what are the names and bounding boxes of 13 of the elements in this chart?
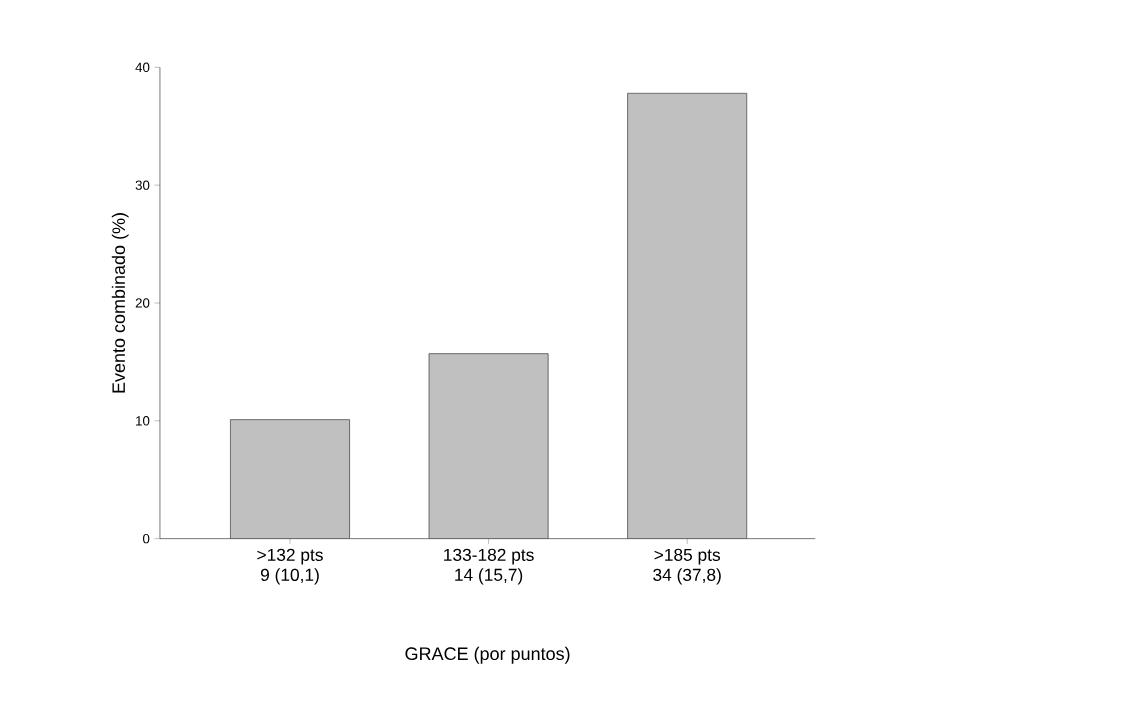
x-tick-label: >132 pts 9 (10,1) bbox=[257, 548, 323, 585]
y-tick-label: 30 bbox=[135, 180, 150, 190]
y-tick-label: 20 bbox=[135, 298, 150, 308]
x-tick-label: 133-182 pts 14 (15,7) bbox=[444, 548, 534, 585]
y-axis-title: Evento combinado (%) bbox=[111, 212, 129, 393]
y-tick-label: 10 bbox=[136, 415, 150, 426]
y-tick-label: 40 bbox=[135, 62, 150, 72]
x-tick-label: >185 pts 34 (37,8) bbox=[653, 548, 721, 585]
bar bbox=[627, 92, 748, 539]
bar bbox=[429, 353, 549, 539]
y-tick-label: 0 bbox=[143, 533, 150, 544]
bar bbox=[230, 419, 350, 539]
x-axis-title: GRACE (por puntos) bbox=[405, 646, 570, 664]
